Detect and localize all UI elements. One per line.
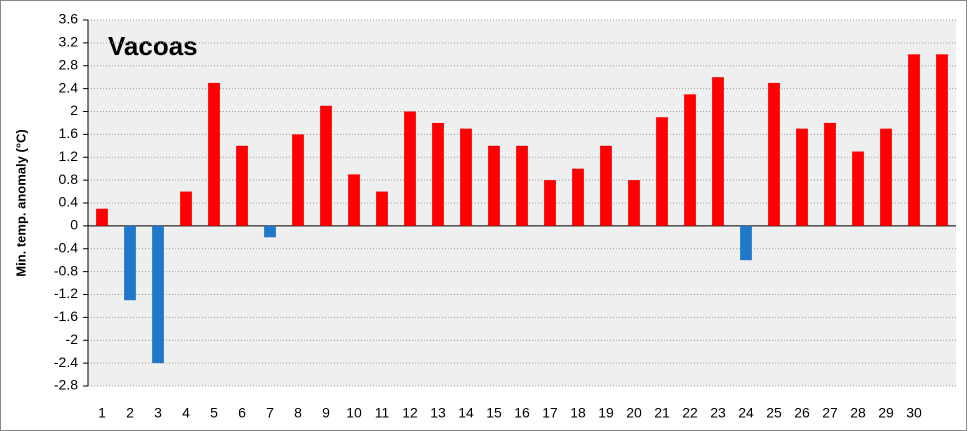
- y-tick-label: 2.8: [59, 56, 79, 72]
- bar: [796, 128, 808, 226]
- x-tick-label: 21: [654, 405, 670, 421]
- x-tick-label: 26: [794, 405, 810, 421]
- y-axis-label: Min. temp. anomaly (°C): [13, 129, 28, 277]
- bar: [152, 225, 164, 364]
- bar: [544, 180, 556, 226]
- bar: [96, 208, 108, 226]
- x-tick-label: 8: [294, 405, 302, 421]
- x-tick-label: 19: [598, 405, 614, 421]
- x-tick-label: 10: [346, 405, 362, 421]
- x-tick-label: 29: [878, 405, 894, 421]
- x-tick-label: 6: [238, 405, 246, 421]
- y-tick-label: -2.4: [54, 354, 78, 370]
- y-tick-label: -2: [66, 331, 79, 347]
- x-tick-label: 22: [682, 405, 698, 421]
- bar: [768, 82, 780, 226]
- x-tick-label: 18: [570, 405, 586, 421]
- y-tick-label: -0.4: [54, 239, 78, 255]
- bar: [600, 145, 612, 226]
- bar: [348, 174, 360, 226]
- x-tick-label: 5: [210, 405, 218, 421]
- x-tick-label: 24: [738, 405, 754, 421]
- bar: [432, 122, 444, 226]
- bar: [236, 145, 248, 226]
- x-tick-label: 11: [375, 405, 390, 421]
- x-tick-label: 28: [850, 405, 866, 421]
- bar: [516, 145, 528, 226]
- bar: [908, 54, 920, 226]
- x-tick-label: 15: [486, 405, 502, 421]
- y-tick-label: 3.6: [59, 11, 79, 27]
- bar: [208, 82, 220, 226]
- y-tick-label: -2.8: [54, 377, 78, 393]
- x-tick-label: 27: [822, 405, 838, 421]
- bar: [712, 77, 724, 226]
- y-tick-label: 0.4: [59, 194, 79, 210]
- bar: [740, 225, 752, 261]
- x-tick-label: 30: [906, 405, 922, 421]
- y-tick-label: 0: [70, 217, 78, 233]
- x-tick-label: 13: [430, 405, 446, 421]
- x-tick-label: 2: [126, 405, 134, 421]
- bar: [292, 134, 304, 226]
- bar: [936, 54, 948, 226]
- x-tick-label: 14: [458, 405, 474, 421]
- x-tick-label: 16: [514, 405, 530, 421]
- x-tick-label: 7: [266, 405, 274, 421]
- y-tick-label: -0.8: [54, 262, 78, 278]
- bar: [852, 151, 864, 226]
- y-tick-label: -1.2: [54, 285, 78, 301]
- x-tick-label: 3: [154, 405, 162, 421]
- bar: [124, 225, 136, 301]
- bar: [488, 145, 500, 226]
- bar: [628, 180, 640, 226]
- y-tick-label: -1.6: [54, 308, 78, 324]
- bar: [376, 191, 388, 226]
- x-tick-label: 1: [98, 405, 106, 421]
- bar: [656, 117, 668, 226]
- bar: [264, 225, 276, 238]
- bar: [460, 128, 472, 226]
- y-tick-label: 2: [70, 102, 78, 118]
- y-tick-label: 1.6: [59, 125, 79, 141]
- x-tick-label: 20: [626, 405, 642, 421]
- bar: [824, 122, 836, 226]
- bar: [684, 94, 696, 226]
- annotation: Vacoas: [108, 31, 198, 61]
- x-tick-label: 25: [766, 405, 782, 421]
- y-tick-label: 1.2: [59, 148, 79, 164]
- bar: [572, 168, 584, 226]
- x-tick-label: 23: [710, 405, 726, 421]
- bar: [180, 191, 192, 226]
- x-tick-label: 17: [542, 405, 558, 421]
- bar: [880, 128, 892, 226]
- x-tick-label: 12: [402, 405, 418, 421]
- bar: [320, 105, 332, 226]
- y-tick-label: 2.4: [59, 79, 79, 95]
- y-tick-label: 0.8: [59, 171, 79, 187]
- bar: [404, 111, 416, 226]
- x-tick-label: 9: [322, 405, 330, 421]
- y-tick-label: 3.2: [59, 34, 79, 50]
- x-tick-label: 4: [182, 405, 190, 421]
